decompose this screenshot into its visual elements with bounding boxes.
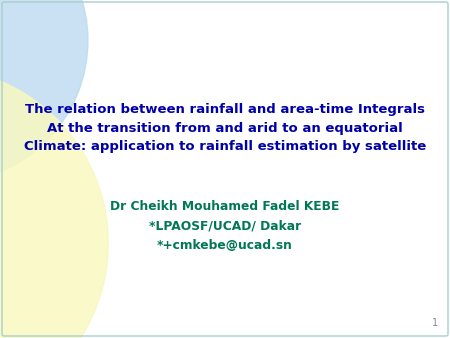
Text: Dr Cheikh Mouhamed Fadel KEBE
*LPAOSF/UCAD/ Dakar
*+cmkebe@ucad.sn: Dr Cheikh Mouhamed Fadel KEBE *LPAOSF/UC…: [110, 200, 340, 252]
Text: The relation between rainfall and area-time Integrals
At the transition from and: The relation between rainfall and area-t…: [24, 103, 426, 153]
Circle shape: [0, 68, 108, 338]
Text: 1: 1: [432, 318, 438, 328]
Circle shape: [0, 0, 88, 183]
